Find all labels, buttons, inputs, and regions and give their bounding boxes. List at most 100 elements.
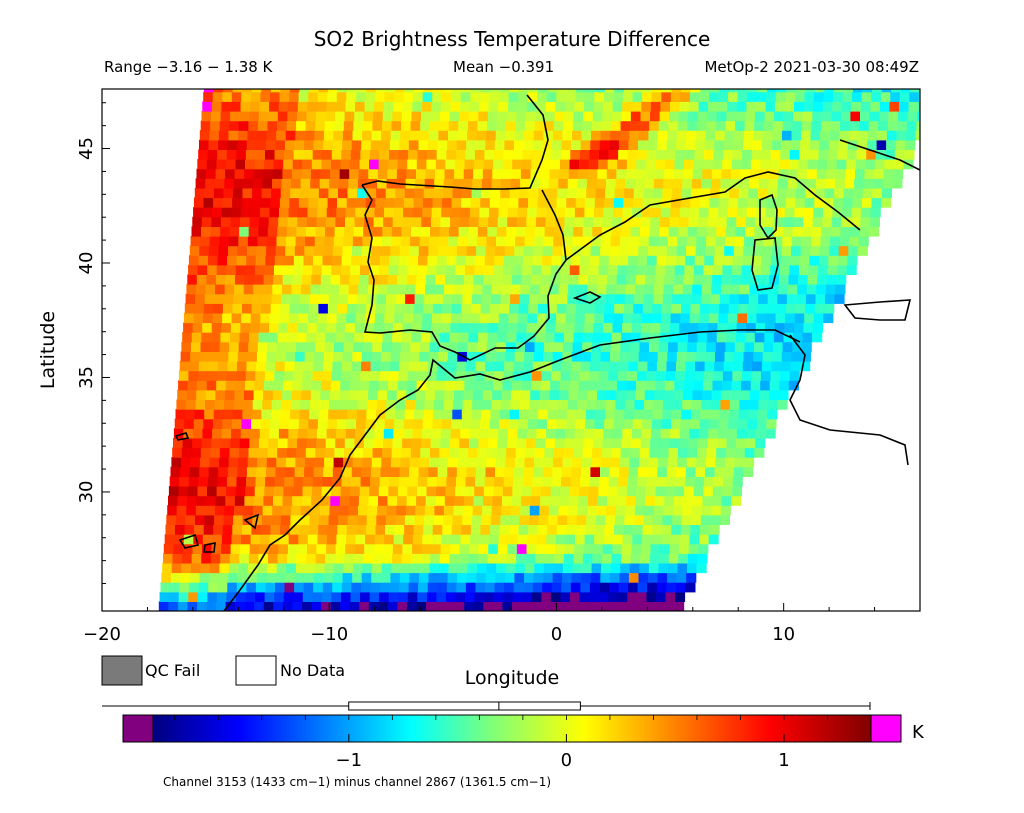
heatmap-cell [692,505,703,516]
heatmap-cell [526,322,537,333]
heatmap-cell [836,159,847,170]
heatmap-cell [204,409,215,420]
heatmap-cell [319,514,330,525]
heatmap-cell [479,312,490,324]
heatmap-cell [707,216,718,227]
heatmap-cell [264,159,275,170]
heatmap-cell [186,284,197,295]
heatmap-cell [779,274,790,285]
heatmap-cell [222,524,233,535]
heatmap-cell [202,101,213,112]
heatmap-cell [365,312,376,324]
heatmap-cell [669,332,680,343]
heatmap-cell [725,236,736,247]
heatmap-cell [275,582,286,593]
heatmap-cell [463,168,474,179]
heatmap-cell [582,562,593,574]
heatmap-cell [663,284,674,295]
heatmap-cell [611,226,622,237]
heatmap-cell [524,236,535,247]
heatmap-cell [473,601,484,611]
heatmap-cell [251,524,262,535]
heatmap-cell [477,341,488,352]
heatmap-cell [659,226,670,237]
heatmap-cell [412,543,423,554]
heatmap-cell [389,582,400,593]
heatmap-cell [354,332,365,343]
heatmap-cell [499,197,510,208]
heatmap-cell [733,139,744,150]
heatmap-cell [619,457,630,468]
heatmap-cell [297,216,308,227]
heatmap-cell [779,159,790,170]
heatmap-cell [480,418,491,429]
heatmap-cell [189,361,200,372]
heatmap-cell [454,495,465,506]
heatmap-cell [282,389,293,400]
heatmap-cell [781,139,792,150]
heatmap-cell [361,139,372,150]
heatmap-cell [699,524,710,535]
heatmap-cell [366,409,377,420]
heatmap-cell [386,284,397,295]
heatmap-cell [383,437,394,449]
heatmap-cell [437,139,448,150]
heatmap-cell [361,245,372,256]
heatmap-cell [400,457,411,468]
heatmap-cell [241,524,252,535]
heatmap-cell [720,505,731,516]
heatmap-cell [586,293,597,304]
heatmap-cell [382,111,393,122]
heatmap-cell [608,370,619,381]
heatmap-cell [612,216,623,227]
heatmap-cell [571,572,582,583]
heatmap-cell [372,562,383,574]
heatmap-cell [185,409,196,420]
heatmap-cell [808,264,819,275]
heatmap-cell [475,582,486,593]
heatmap-cell [647,255,658,266]
heatmap-cell [660,534,671,545]
heatmap-cell [719,187,730,199]
heatmap-cell [295,130,306,141]
heatmap-cell [288,534,299,545]
heatmap-cell [362,120,373,131]
heatmap-cell [859,120,870,131]
heatmap-cell [170,572,181,583]
heatmap-cell [638,139,649,150]
heatmap-cell [431,428,442,439]
heatmap-cell [316,216,327,227]
heatmap-cell [881,89,892,93]
heatmap-cell [607,495,618,506]
heatmap-cell [490,524,501,535]
heatmap-cell [774,111,785,122]
heatmap-cell [345,543,356,554]
heatmap-cell [454,168,465,179]
heatmap-cell [453,399,464,410]
heatmap-cell [288,312,299,324]
heatmap-cell [311,274,322,285]
heatmap-cell [674,601,685,611]
heatmap-cell [280,303,291,314]
heatmap-cell [263,495,274,506]
heatmap-cell [237,139,248,150]
heatmap-cell [643,187,654,199]
heatmap-cell [182,437,193,449]
heatmap-cell [231,312,242,324]
heatmap-cell [636,486,647,497]
heatmap-cell [574,216,585,227]
heatmap-cell [452,409,463,420]
heatmap-cell [342,466,353,477]
heatmap-cell [206,274,217,285]
heatmap-cell [667,572,678,583]
heatmap-cell [694,255,705,266]
heatmap-cell [697,332,708,343]
heatmap-cell [734,351,745,362]
heatmap-cell [324,457,335,468]
heatmap-cell [489,418,500,429]
heatmap-cell [466,139,477,150]
heatmap-cell [710,409,721,420]
heatmap-cell [248,120,259,131]
heatmap-cell [435,495,446,506]
heatmap-cell [424,514,435,525]
